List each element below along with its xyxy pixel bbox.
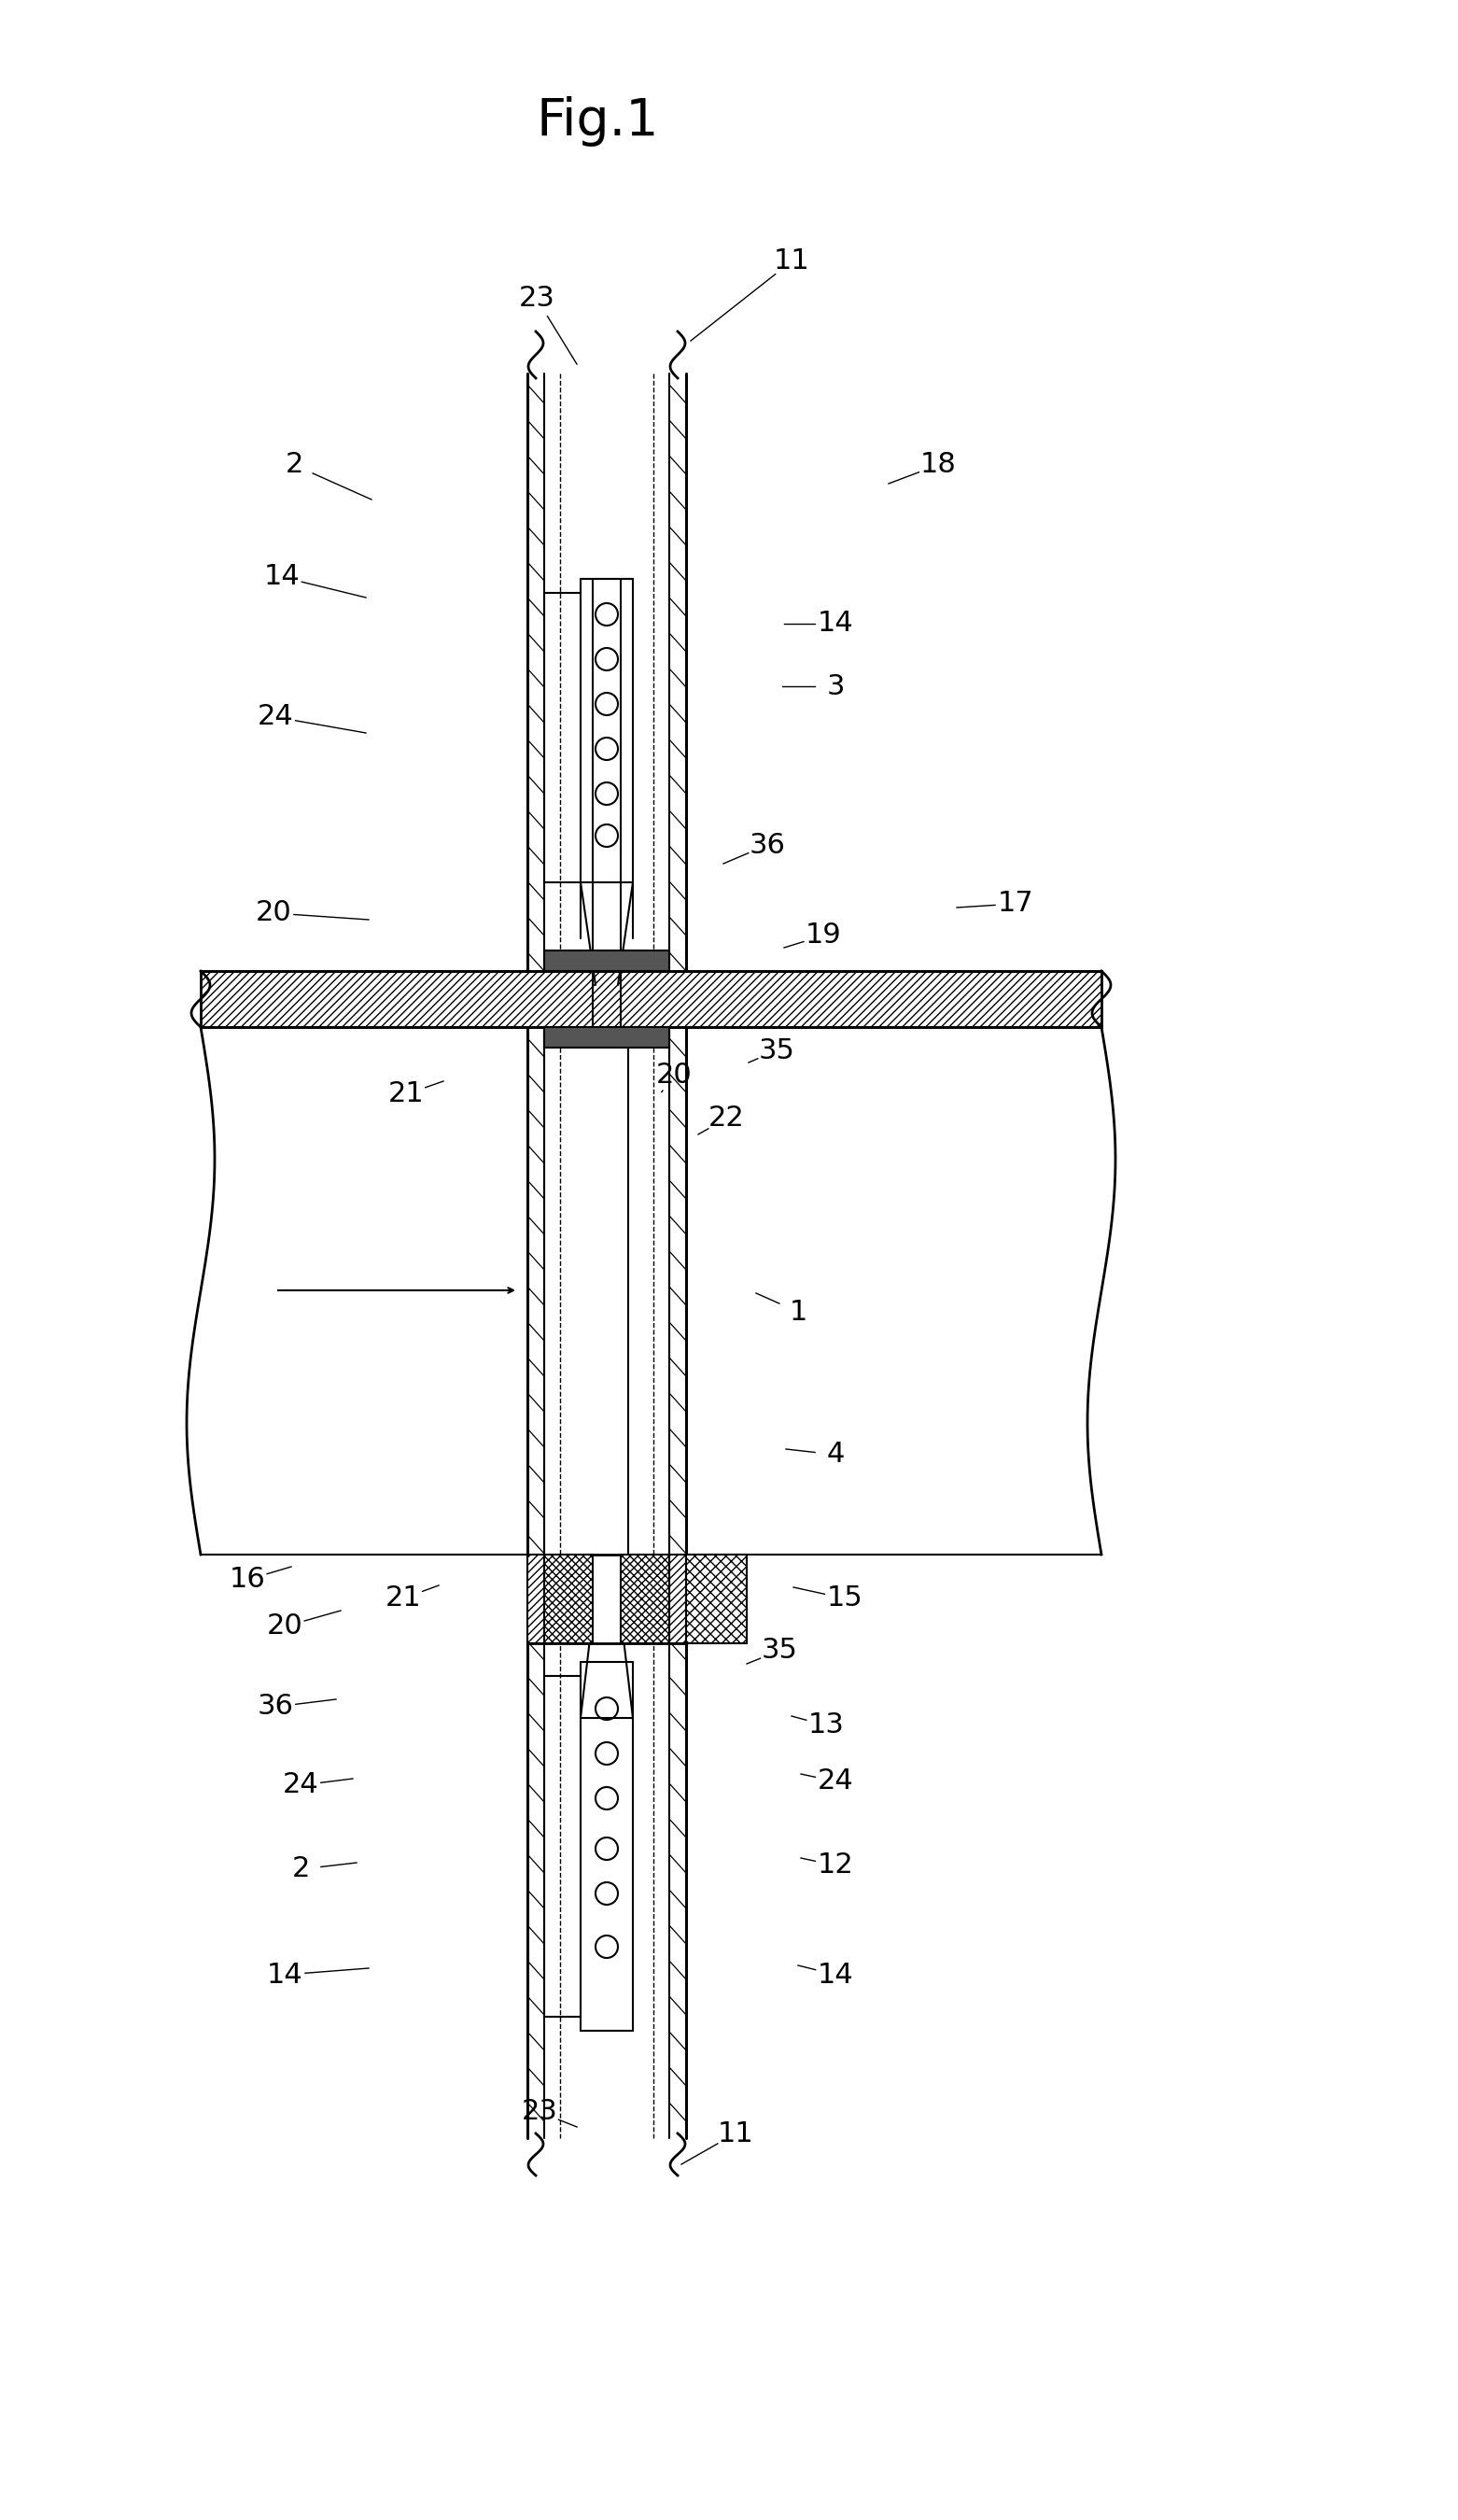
Text: 14: 14 [267, 1961, 303, 1988]
Text: 24: 24 [818, 1769, 853, 1794]
Text: 36: 36 [257, 1693, 293, 1721]
Text: 14: 14 [264, 564, 300, 590]
Text: 23: 23 [522, 2099, 557, 2124]
Text: 11: 11 [717, 2119, 754, 2147]
Text: 12: 12 [818, 1852, 853, 1880]
Bar [544, 1028, 669, 1048]
Text: 4: 4 [827, 1441, 844, 1469]
Text: 17: 17 [997, 890, 1034, 917]
Text: 2: 2 [284, 451, 303, 479]
Text: 35: 35 [761, 1638, 798, 1663]
Text: 3: 3 [827, 673, 844, 701]
Text: 22: 22 [709, 1104, 744, 1131]
Text: 24: 24 [283, 1772, 319, 1799]
Text: 16: 16 [229, 1567, 265, 1593]
Text: 23: 23 [519, 285, 555, 312]
Text: 36: 36 [749, 832, 786, 859]
Text: 20: 20 [656, 1061, 693, 1089]
Polygon shape [669, 1555, 687, 1643]
Text: 1: 1 [789, 1298, 808, 1326]
Text: 24: 24 [257, 703, 293, 731]
Text: 14: 14 [818, 610, 853, 638]
Bar [544, 950, 669, 970]
Polygon shape [621, 1555, 669, 1643]
Text: 21: 21 [385, 1585, 421, 1613]
Text: 20: 20 [255, 900, 292, 927]
Polygon shape [528, 1555, 544, 1643]
Text: 20: 20 [267, 1613, 303, 1641]
Polygon shape [544, 1555, 593, 1643]
Text: 2: 2 [292, 1855, 309, 1882]
Text: Fig.1: Fig.1 [537, 96, 659, 146]
Text: 35: 35 [758, 1036, 795, 1063]
Bar [201, 970, 1101, 1028]
Text: 19: 19 [805, 922, 841, 950]
Text: 14: 14 [818, 1961, 853, 1988]
Text: 13: 13 [808, 1711, 844, 1739]
Text: 11: 11 [773, 247, 809, 275]
Text: 21: 21 [388, 1081, 424, 1109]
Bar [687, 1555, 746, 1643]
Text: 15: 15 [827, 1585, 863, 1613]
Text: 18: 18 [920, 451, 956, 479]
